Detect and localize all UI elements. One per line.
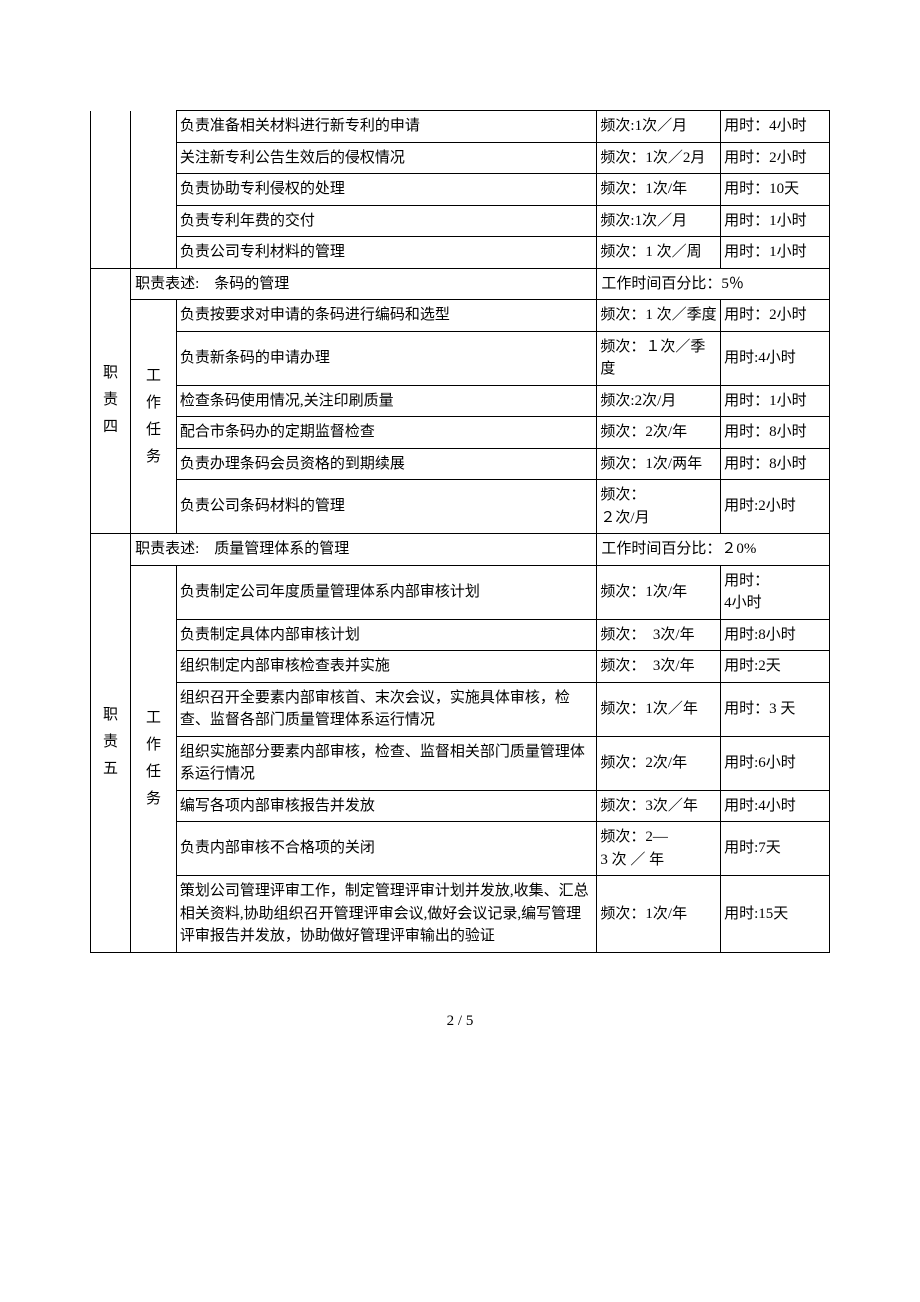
freq-cell: 频次：1次/年 <box>597 876 721 953</box>
table-row: 组织制定内部审核检查表并实施 频次： 3次/年 用时:2天 <box>91 651 830 683</box>
table-row: 负责内部审核不合格项的关闭 频次：2— 3 次 ／ 年 用时:7天 <box>91 822 830 876</box>
freq-cell: 频次:1次／月 <box>597 111 721 143</box>
freq-cell: 频次：１次／季度 <box>597 331 721 385</box>
time-cell: 用时:2小时 <box>721 480 830 534</box>
time-cell: 用时:2天 <box>721 651 830 683</box>
time-cell: 用时:15天 <box>721 876 830 953</box>
freq-cell: 频次： 3次/年 <box>597 619 721 651</box>
freq-cell: 频次：1次／2月 <box>597 142 721 174</box>
freq-cell: 频次：1次/年 <box>597 174 721 206</box>
freq-cell: 频次： ２次/月 <box>597 480 721 534</box>
table-row: 编写各项内部审核报告并发放 频次：3次／年 用时:4小时 <box>91 790 830 822</box>
task-cell: 组织召开全要素内部审核首、末次会议，实施具体审核，检查、监督各部门质量管理体系运… <box>176 682 596 736</box>
task-cell: 负责按要求对申请的条码进行编码和选型 <box>176 300 596 332</box>
table-row: 负责公司专利材料的管理 频次：1 次／周 用时：1小时 <box>91 237 830 269</box>
task-cell: 负责准备相关材料进行新专利的申请 <box>176 111 596 143</box>
freq-cell: 频次：2次/年 <box>597 417 721 449</box>
table-row: 策划公司管理评审工作，制定管理评审计划并发放,收集、汇总相关资料,协助组织召开管… <box>91 876 830 953</box>
time-cell: 用时：1小时 <box>721 205 830 237</box>
freq-cell: 频次：1次/年 <box>597 565 721 619</box>
time-cell: 用时：1小时 <box>721 237 830 269</box>
job-description-table: 负责准备相关材料进行新专利的申请 频次:1次／月 用时：4小时 关注新专利公告生… <box>90 110 830 953</box>
time-cell: 用时:6小时 <box>721 736 830 790</box>
freq-cell: 频次：1 次／周 <box>597 237 721 269</box>
task-cell: 负责公司专利材料的管理 <box>176 237 596 269</box>
time-cell: 用时：2小时 <box>721 300 830 332</box>
task-cell: 负责内部审核不合格项的关闭 <box>176 822 596 876</box>
time-cell: 用时：10天 <box>721 174 830 206</box>
section-time-pct: 工作时间百分比：5％ <box>597 268 830 300</box>
task-cell: 配合市条码办的定期监督检查 <box>176 417 596 449</box>
work-label: 工作任务 <box>131 300 177 534</box>
time-cell: 用时:4小时 <box>721 331 830 385</box>
document-page: 负责准备相关材料进行新专利的申请 频次:1次／月 用时：4小时 关注新专利公告生… <box>0 0 920 1080</box>
work-label: 工作任务 <box>131 565 177 952</box>
table-row: 负责办理条码会员资格的到期续展 频次：1次/两年 用时：8小时 <box>91 448 830 480</box>
table-row: 配合市条码办的定期监督检查 频次：2次/年 用时：8小时 <box>91 417 830 449</box>
freq-cell: 频次：1次／年 <box>597 682 721 736</box>
task-cell: 负责制定公司年度质量管理体系内部审核计划 <box>176 565 596 619</box>
task-cell: 组织制定内部审核检查表并实施 <box>176 651 596 683</box>
task-cell: 策划公司管理评审工作，制定管理评审计划并发放,收集、汇总相关资料,协助组织召开管… <box>176 876 596 953</box>
table-row: 检查条码使用情况,关注印刷质量 频次:2次/月 用时：1小时 <box>91 385 830 417</box>
work-label-text: 工作任务 <box>146 710 161 807</box>
task-cell: 负责专利年费的交付 <box>176 205 596 237</box>
freq-cell: 频次：2— 3 次 ／ 年 <box>597 822 721 876</box>
time-cell: 用时：8小时 <box>721 417 830 449</box>
task-cell: 编写各项内部审核报告并发放 <box>176 790 596 822</box>
time-cell: 用时：8小时 <box>721 448 830 480</box>
table-row: 负责准备相关材料进行新专利的申请 频次:1次／月 用时：4小时 <box>91 111 830 143</box>
task-cell: 检查条码使用情况,关注印刷质量 <box>176 385 596 417</box>
freq-cell: 频次:2次/月 <box>597 385 721 417</box>
section-label: 职责四 <box>91 268 131 534</box>
time-cell: 用时：1小时 <box>721 385 830 417</box>
freq-cell: 频次： 3次/年 <box>597 651 721 683</box>
section-header-row: 职责五 职责表述: 质量管理体系的管理 工作时间百分比：２0% <box>91 534 830 566</box>
time-cell: 用时：3 天 <box>721 682 830 736</box>
task-cell: 负责新条码的申请办理 <box>176 331 596 385</box>
time-cell: 用时：4小时 <box>721 111 830 143</box>
time-cell: 用时:7天 <box>721 822 830 876</box>
section5-label: 职责五 <box>103 707 118 777</box>
table-row: 负责协助专利侵权的处理 频次：1次/年 用时：10天 <box>91 174 830 206</box>
task-cell: 关注新专利公告生效后的侵权情况 <box>176 142 596 174</box>
section-desc: 职责表述: 质量管理体系的管理 <box>131 534 597 566</box>
freq-cell: 频次：1 次／季度 <box>597 300 721 332</box>
table-row: 组织召开全要素内部审核首、末次会议，实施具体审核，检查、监督各部门质量管理体系运… <box>91 682 830 736</box>
table-row: 负责新条码的申请办理 频次：１次／季度 用时:4小时 <box>91 331 830 385</box>
table-row: 关注新专利公告生效后的侵权情况 频次：1次／2月 用时：2小时 <box>91 142 830 174</box>
table-row: 负责公司条码材料的管理 频次： ２次/月 用时:2小时 <box>91 480 830 534</box>
section-label-cell <box>91 111 131 269</box>
work-label-text: 工作任务 <box>146 368 161 465</box>
table-row: 负责制定具体内部审核计划 频次： 3次/年 用时:8小时 <box>91 619 830 651</box>
table-row: 工作任务 负责按要求对申请的条码进行编码和选型 频次：1 次／季度 用时：2小时 <box>91 300 830 332</box>
task-cell: 组织实施部分要素内部审核，检查、监督相关部门质量管理体系运行情况 <box>176 736 596 790</box>
freq-cell: 频次：3次／年 <box>597 790 721 822</box>
section-desc: 职责表述: 条码的管理 <box>131 268 597 300</box>
work-label-cell <box>131 111 177 269</box>
table-row: 工作任务 负责制定公司年度质量管理体系内部审核计划 频次：1次/年 用时： 4小… <box>91 565 830 619</box>
freq-cell: 频次:1次／月 <box>597 205 721 237</box>
time-cell: 用时:4小时 <box>721 790 830 822</box>
section4-label: 职责四 <box>103 365 118 435</box>
section-header-row: 职责四 职责表述: 条码的管理 工作时间百分比：5％ <box>91 268 830 300</box>
freq-cell: 频次：2次/年 <box>597 736 721 790</box>
table-row: 负责专利年费的交付 频次:1次／月 用时：1小时 <box>91 205 830 237</box>
task-cell: 负责公司条码材料的管理 <box>176 480 596 534</box>
freq-cell: 频次：1次/两年 <box>597 448 721 480</box>
table-row: 组织实施部分要素内部审核，检查、监督相关部门质量管理体系运行情况 频次：2次/年… <box>91 736 830 790</box>
time-cell: 用时： 4小时 <box>721 565 830 619</box>
time-cell: 用时：2小时 <box>721 142 830 174</box>
page-footer: 2 / 5 <box>90 1013 830 1030</box>
task-cell: 负责制定具体内部审核计划 <box>176 619 596 651</box>
section-label: 职责五 <box>91 534 131 953</box>
time-cell: 用时:8小时 <box>721 619 830 651</box>
section-time-pct: 工作时间百分比：２0% <box>597 534 830 566</box>
task-cell: 负责办理条码会员资格的到期续展 <box>176 448 596 480</box>
task-cell: 负责协助专利侵权的处理 <box>176 174 596 206</box>
